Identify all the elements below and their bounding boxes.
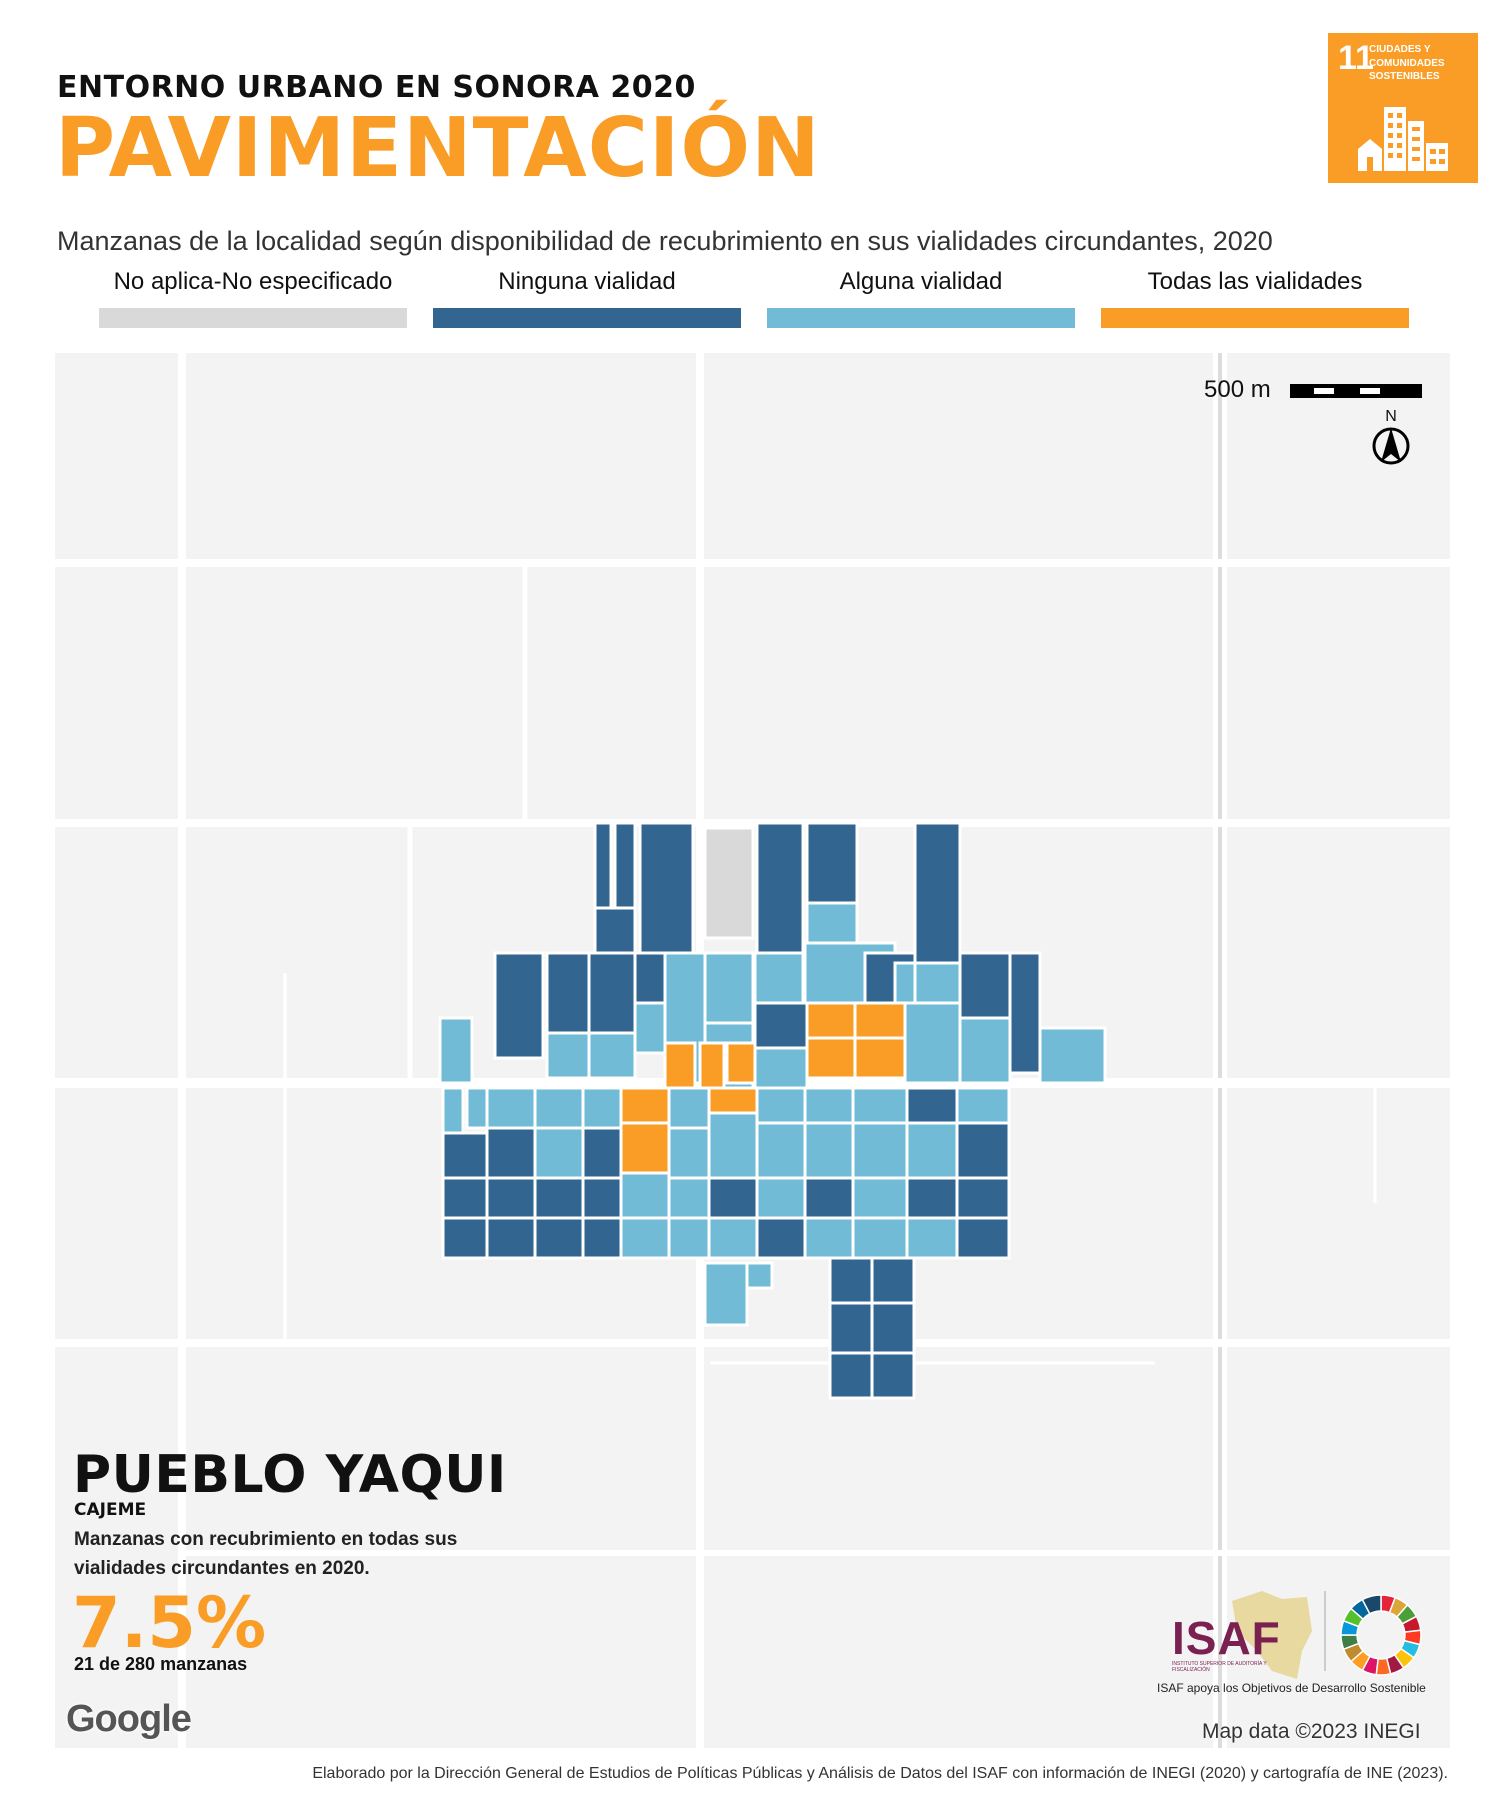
legend-item-todas: Todas las vialidades: [1101, 268, 1409, 328]
subtitle: Manzanas de la localidad según disponibi…: [57, 226, 1273, 256]
isaf-caption: ISAF apoya los Objetivos de Desarrollo S…: [1157, 1681, 1426, 1695]
legend-swatch: [1101, 308, 1409, 328]
sdg-text: CIUDADES Y COMUNIDADES SOSTENIBLES: [1369, 44, 1445, 82]
north-label: N: [1385, 408, 1397, 425]
scale-bar: [1290, 384, 1422, 398]
legend-swatch: [433, 308, 741, 328]
legend-label: Ninguna vialidad: [498, 268, 676, 295]
sdg-11-badge: 11 CIUDADES Y COMUNIDADES SOSTENIBLES: [1328, 33, 1478, 183]
stat-description: Manzanas con recubrimiento en todas sus …: [74, 1529, 458, 1579]
stat-count: 21 de 280 manzanas: [74, 1654, 248, 1674]
isaf-logo: ISAF: [1172, 1612, 1281, 1664]
legend-label: No aplica-No especificado: [113, 268, 393, 295]
sdg-wheel-icon: [1340, 1594, 1422, 1676]
divider: [1324, 1591, 1326, 1671]
scale-label: 500 m: [1204, 376, 1271, 403]
legend-swatch: [99, 308, 407, 328]
legend-item-alguna: Alguna vialidad: [767, 268, 1075, 328]
sonora-map-icon: [1232, 1591, 1312, 1679]
kicker-title: ENTORNO URBANO EN SONORA 2020: [57, 70, 696, 105]
legend-label: Alguna vialidad: [839, 268, 1003, 295]
urban-blocks: [438, 821, 1107, 1400]
map-attribution: Map data ©2023 INEGI: [1202, 1720, 1421, 1743]
isaf-branding: ISAF INSTITUTO SUPERIOR DE AUDITORÍA Y F…: [1157, 1591, 1437, 1701]
isaf-logo-subtext: INSTITUTO SUPERIOR DE AUDITORÍA Y FISCAL…: [1172, 1661, 1267, 1673]
legend-item-ninguna: Ninguna vialidad: [433, 268, 741, 328]
google-logo: Google: [66, 1698, 192, 1740]
legend-item-no-aplica: No aplica-No especificado: [99, 268, 407, 328]
map-layer: [55, 353, 1450, 1748]
sdg-number: 11: [1338, 39, 1374, 77]
legend-label: Todas las vialidades: [1147, 268, 1363, 295]
stat-percent: 7.5%: [72, 1582, 267, 1664]
main-title: PAVIMENTACIÓN: [55, 101, 821, 196]
footer-credit: Elaborado por la Dirección General de Es…: [312, 1765, 1448, 1782]
north-arrow-icon: N: [1370, 408, 1412, 470]
city-buildings-icon: [1358, 107, 1448, 171]
legend-swatch: [767, 308, 1075, 328]
locality-name: PUEBLO YAQUI: [73, 1445, 507, 1505]
map-canvas[interactable]: [55, 353, 1450, 1748]
municipality-name: CAJEME: [74, 1500, 147, 1520]
